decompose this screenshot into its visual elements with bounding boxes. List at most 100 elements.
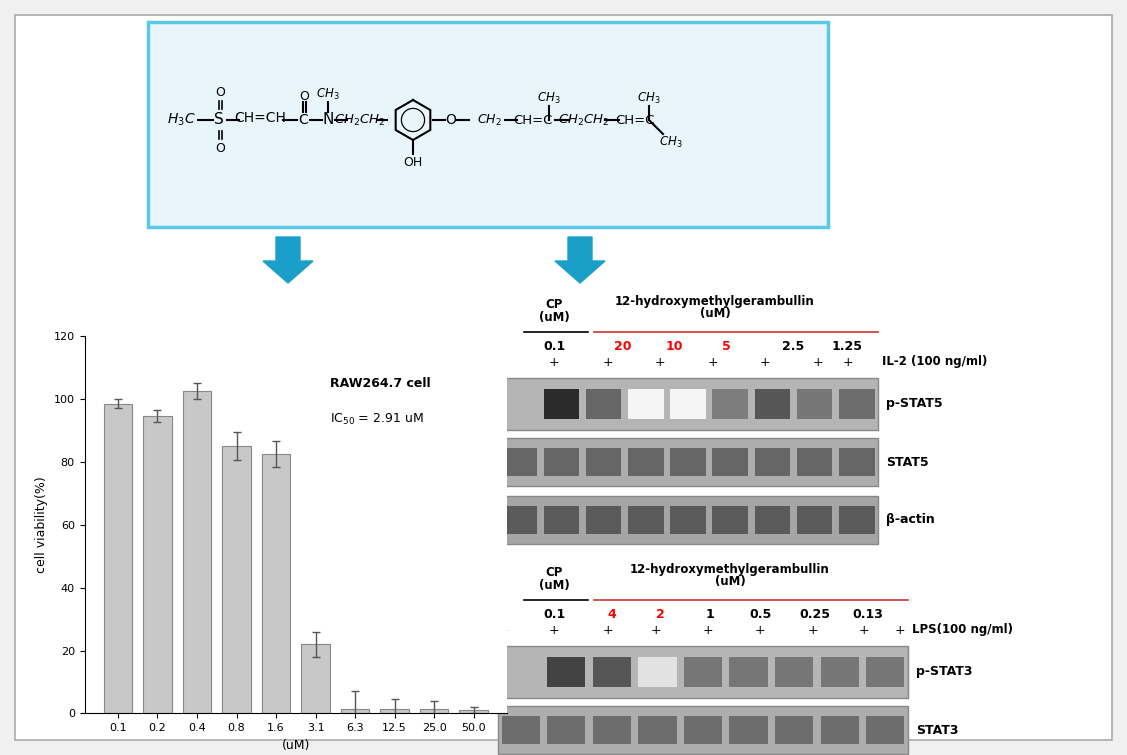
Bar bbox=[222, 446, 251, 713]
Bar bbox=[543, 389, 579, 419]
Bar bbox=[671, 506, 706, 534]
Bar bbox=[820, 657, 859, 687]
Text: $CH_3$: $CH_3$ bbox=[538, 91, 561, 106]
Bar bbox=[502, 506, 536, 534]
Text: STAT3: STAT3 bbox=[916, 723, 958, 736]
Text: +: + bbox=[808, 624, 818, 636]
Bar bbox=[712, 448, 748, 476]
Text: LPS(100 ng/ml): LPS(100 ng/ml) bbox=[912, 624, 1013, 636]
Bar bbox=[498, 496, 878, 544]
Text: 12-hydroxymethylgerambullin: 12-hydroxymethylgerambullin bbox=[630, 562, 829, 575]
Text: 1.25: 1.25 bbox=[832, 341, 862, 353]
Text: +: + bbox=[755, 624, 765, 636]
Text: OH: OH bbox=[403, 156, 423, 168]
Bar bbox=[586, 389, 621, 419]
Bar bbox=[755, 506, 790, 534]
Bar bbox=[638, 716, 676, 744]
Text: IL-2 (100 ng/ml): IL-2 (100 ng/ml) bbox=[882, 356, 987, 368]
Bar bbox=[502, 448, 536, 476]
Bar bbox=[502, 716, 540, 744]
Text: $CH_3$: $CH_3$ bbox=[317, 87, 339, 102]
Bar bbox=[498, 378, 878, 430]
Text: $CH_2CH_2$: $CH_2CH_2$ bbox=[335, 112, 385, 128]
Text: 4: 4 bbox=[607, 609, 616, 621]
Bar bbox=[148, 22, 828, 227]
Bar bbox=[498, 646, 908, 698]
Text: O: O bbox=[215, 85, 225, 98]
Bar bbox=[729, 657, 767, 687]
Text: +: + bbox=[708, 356, 718, 368]
Text: +: + bbox=[843, 356, 853, 368]
Text: CP: CP bbox=[545, 297, 562, 310]
Text: β-actin: β-actin bbox=[886, 513, 934, 526]
Bar bbox=[628, 506, 664, 534]
Text: 0.1: 0.1 bbox=[543, 609, 565, 621]
Text: 0.13: 0.13 bbox=[852, 609, 884, 621]
Text: C: C bbox=[299, 113, 308, 127]
Text: S: S bbox=[214, 112, 224, 128]
Text: -: - bbox=[500, 356, 505, 368]
Text: CP: CP bbox=[545, 565, 562, 578]
Bar bbox=[420, 709, 449, 713]
Bar bbox=[628, 448, 664, 476]
Bar bbox=[671, 448, 706, 476]
Bar bbox=[548, 716, 585, 744]
Bar bbox=[628, 389, 664, 419]
Bar bbox=[498, 438, 878, 486]
Bar bbox=[684, 716, 722, 744]
Text: $CH_3$: $CH_3$ bbox=[637, 91, 660, 106]
Bar bbox=[261, 454, 291, 713]
Bar bbox=[840, 448, 875, 476]
Text: +: + bbox=[549, 624, 559, 636]
Bar bbox=[775, 657, 814, 687]
Text: p-STAT3: p-STAT3 bbox=[916, 665, 973, 679]
Bar bbox=[820, 716, 859, 744]
Text: $CH_3$: $CH_3$ bbox=[659, 134, 683, 149]
Text: +: + bbox=[895, 624, 905, 636]
Text: IC$_{50}$ = 2.91 uM: IC$_{50}$ = 2.91 uM bbox=[329, 411, 424, 427]
Text: 0.1: 0.1 bbox=[543, 341, 565, 353]
Bar bbox=[866, 716, 904, 744]
Bar bbox=[543, 448, 579, 476]
Bar bbox=[797, 448, 833, 476]
Bar bbox=[460, 710, 488, 713]
Bar bbox=[183, 391, 211, 713]
Text: CH=C: CH=C bbox=[513, 113, 552, 127]
Text: O: O bbox=[215, 141, 225, 155]
Bar bbox=[340, 709, 370, 713]
Bar bbox=[671, 389, 706, 419]
Text: +: + bbox=[603, 356, 613, 368]
Bar bbox=[548, 657, 585, 687]
Bar bbox=[498, 706, 908, 754]
Text: $\mathit{H_3C}$: $\mathit{H_3C}$ bbox=[167, 112, 196, 128]
Text: +: + bbox=[549, 356, 559, 368]
Bar bbox=[729, 716, 767, 744]
Text: +: + bbox=[703, 624, 713, 636]
X-axis label: (uM): (uM) bbox=[282, 738, 310, 752]
Text: +: + bbox=[655, 356, 665, 368]
Text: CH=C: CH=C bbox=[615, 113, 655, 127]
Text: $CH_2$: $CH_2$ bbox=[477, 112, 502, 128]
Text: N: N bbox=[322, 112, 334, 128]
Text: STAT5: STAT5 bbox=[886, 455, 929, 469]
Bar bbox=[543, 506, 579, 534]
Text: +: + bbox=[813, 356, 824, 368]
Bar bbox=[586, 448, 621, 476]
Text: 10: 10 bbox=[665, 341, 683, 353]
Bar bbox=[775, 716, 814, 744]
Text: 1: 1 bbox=[706, 609, 715, 621]
Bar bbox=[593, 657, 631, 687]
Bar bbox=[684, 657, 722, 687]
Text: (uM): (uM) bbox=[539, 578, 569, 591]
Text: 20: 20 bbox=[614, 341, 632, 353]
Bar bbox=[840, 506, 875, 534]
Text: $CH_2CH_2$: $CH_2CH_2$ bbox=[558, 112, 610, 128]
Text: +: + bbox=[859, 624, 869, 636]
Text: O: O bbox=[299, 90, 309, 103]
Text: 5: 5 bbox=[721, 341, 730, 353]
Bar bbox=[593, 716, 631, 744]
Y-axis label: cell viability(%): cell viability(%) bbox=[35, 476, 48, 573]
Text: 2: 2 bbox=[656, 609, 665, 621]
Text: p-STAT5: p-STAT5 bbox=[886, 397, 942, 411]
Text: +: + bbox=[603, 624, 613, 636]
